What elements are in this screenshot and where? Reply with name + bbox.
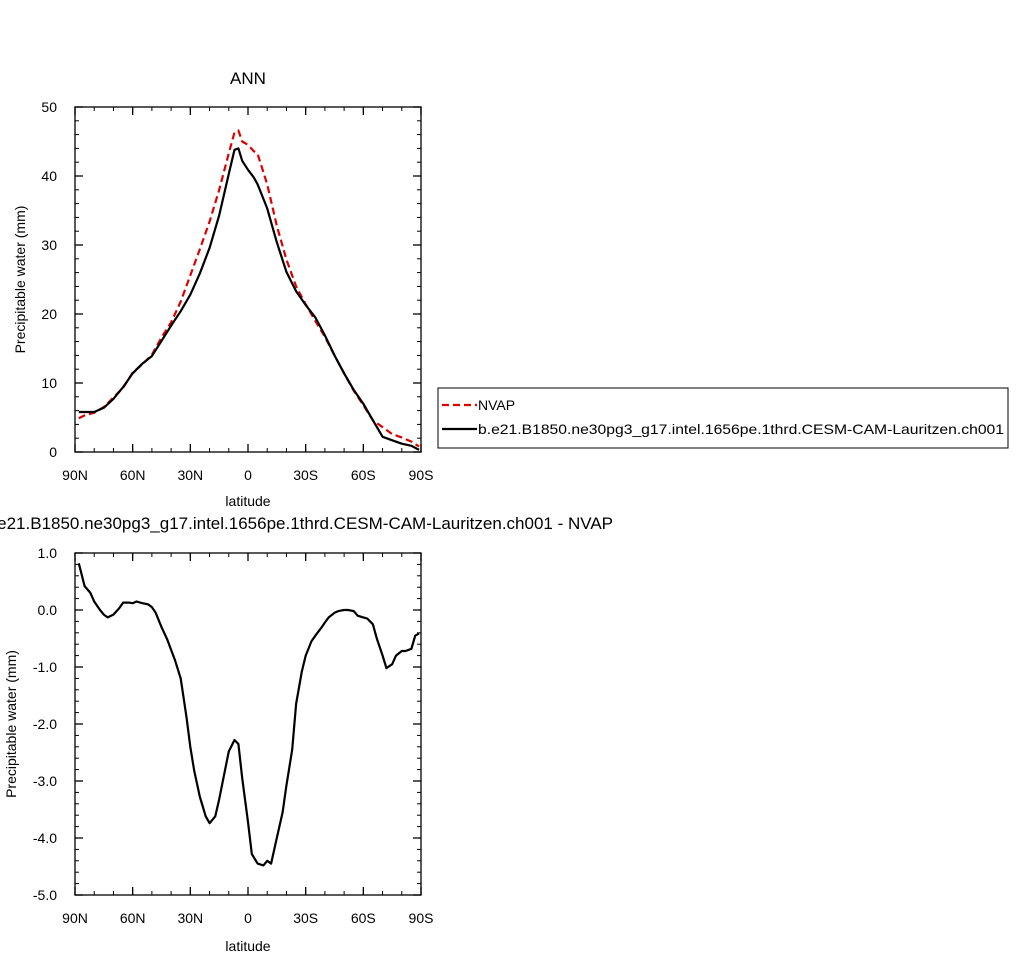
top-y-tick-label: 0 [49,444,57,460]
bottom-series-line-0 [77,563,420,867]
legend-label-nvap: NVAP [478,397,515,413]
bottom-x-tick-label: 60S [351,910,376,926]
bottom-y-tick-label: -5.0 [33,887,57,903]
bottom-axis-ticks: 90N 60N 30N 0 30S 60S 90S 1.0 0.0 -1.0 -2.0 -3.0 -4.… [33,545,434,926]
bottom-series-group [77,563,420,867]
top-y-tick-label: 50 [41,99,57,115]
top-x-tick-label: 30S [293,467,318,483]
top-x-tick-label: 90N [62,467,88,483]
top-y-tick-label: 20 [41,306,57,322]
bottom-x-tick-label: 90S [409,910,434,926]
bottom-x-tick-label: 60N [120,910,146,926]
bottom-y-tick-label: 1.0 [38,545,58,561]
bottom-chart-title: b.e21.B1850.ne30pg3_g17.intel.1656pe.1th… [0,514,613,533]
top-panel: ANN 90N 60N 30N 0 30S 60S 90S 0 10 20 30 40 50 latit… [12,69,433,509]
bottom-y-tick-label: -3.0 [33,773,57,789]
bottom-x-tick-label: 30S [293,910,318,926]
top-chart-title: ANN [230,69,266,88]
legend-box [437,387,1009,449]
top-x-axis-label: latitude [225,493,270,509]
bottom-y-tick-label: -4.0 [33,830,57,846]
top-x-tick-label: 30N [177,467,203,483]
bottom-x-tick-label: 90N [62,910,88,926]
top-y-tick-label: 10 [41,375,57,391]
bottom-y-tick-label: -1.0 [33,659,57,675]
bottom-y-axis-label: Precipitable water (mm) [3,650,19,798]
bottom-panel: b.e21.B1850.ne30pg3_g17.intel.1656pe.1th… [0,514,613,954]
top-x-tick-label: 0 [244,467,252,483]
top-y-axis-label: Precipitable water (mm) [12,206,28,354]
top-axis-ticks: 90N 60N 30N 0 30S 60S 90S 0 10 20 30 40 50 [41,99,433,483]
top-x-tick-label: 60N [120,467,146,483]
top-y-tick-label: 40 [41,168,57,184]
bottom-x-axis-label: latitude [225,938,270,954]
top-x-tick-label: 90S [409,467,434,483]
legend-label-model: b.e21.B1850.ne30pg3_g17.intel.1656pe.1th… [478,421,1004,437]
top-series-line-1 [78,147,420,451]
top-series-group [78,129,420,451]
bottom-y-tick-label: -2.0 [33,716,57,732]
bottom-x-tick-label: 0 [244,910,252,926]
legend: NVAP b.e21.B1850.ne30pg3_g17.intel.1656p… [437,387,1009,449]
top-y-tick-label: 30 [41,237,57,253]
top-x-tick-label: 60S [351,467,376,483]
bottom-x-tick-label: 30N [177,910,203,926]
bottom-y-tick-label: 0.0 [38,602,58,618]
